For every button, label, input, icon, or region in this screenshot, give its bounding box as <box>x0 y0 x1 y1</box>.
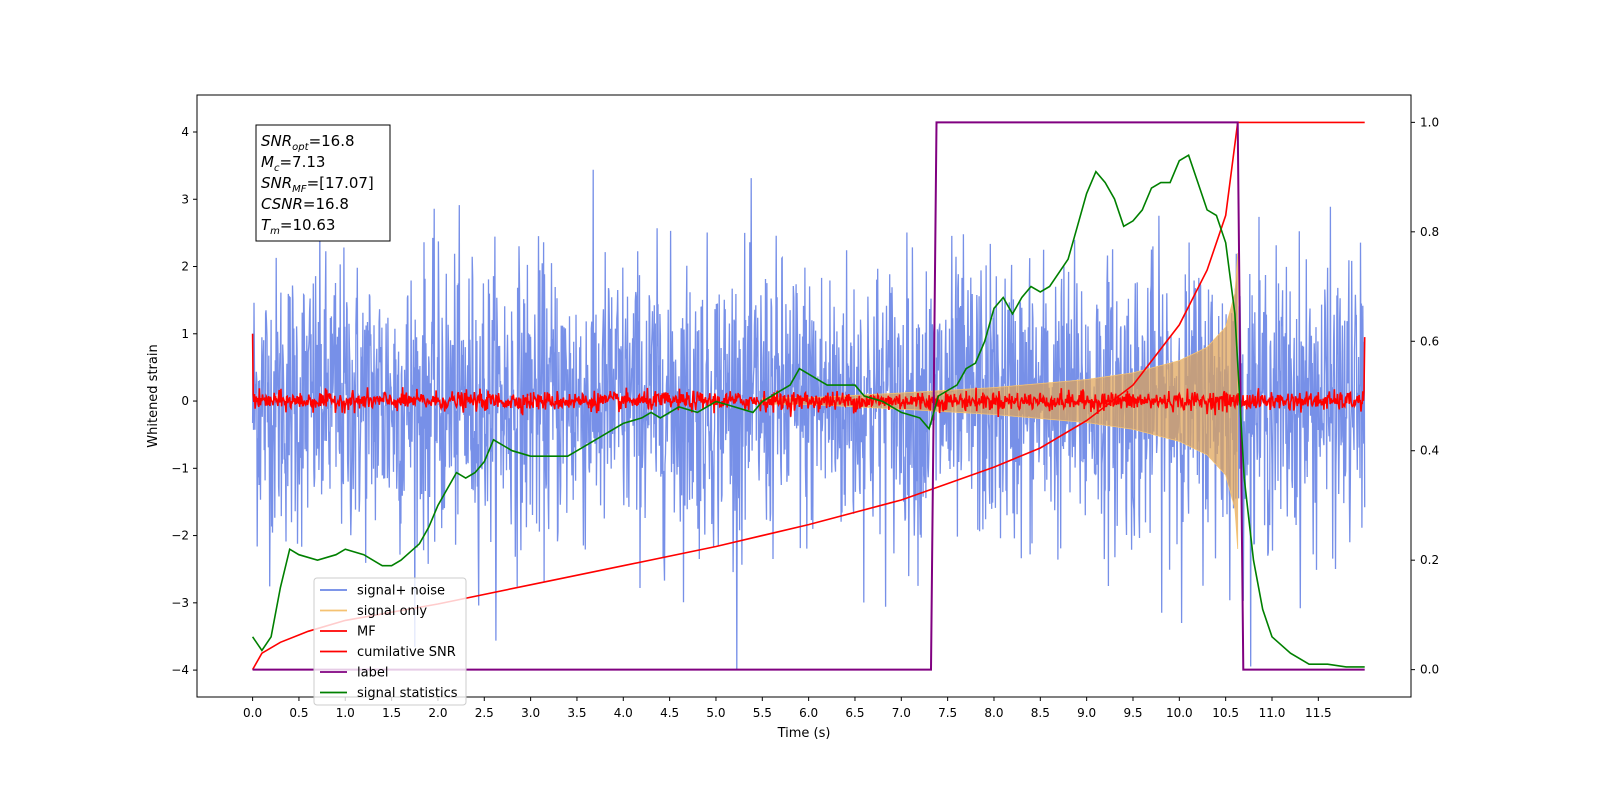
x-tick-label: 5.5 <box>753 706 772 720</box>
annotation-value: =[17.07] <box>307 174 374 192</box>
legend-entry: signal statistics <box>357 686 458 701</box>
y-tick-label: 3 <box>181 192 189 206</box>
legend-entry: cumilative SNR <box>357 645 456 660</box>
x-tick-label: 0.0 <box>243 706 262 720</box>
x-tick-label: 8.5 <box>1031 706 1050 720</box>
annotation-line: CSNR=16.8 <box>261 195 349 213</box>
x-tick-label: 6.5 <box>845 706 864 720</box>
x-tick-label: 3.0 <box>521 706 540 720</box>
x-tick-label: 2.5 <box>475 706 494 720</box>
x-tick-label: 9.0 <box>1077 706 1096 720</box>
x-tick-label: 11.0 <box>1259 706 1286 720</box>
x-tick-label: 10.5 <box>1212 706 1239 720</box>
x-axis-label: Time (s) <box>777 726 831 741</box>
legend-entry: label <box>357 666 388 681</box>
annotation-symbol: SNR <box>261 132 292 150</box>
annotation-line: SNRMF=[17.07] <box>261 174 374 195</box>
annotation-frame <box>255 124 391 242</box>
legend-entry: MF <box>357 625 376 640</box>
plot-frame <box>196 94 1412 698</box>
x-tick-label: 8.0 <box>984 706 1003 720</box>
x-tick-label: 7.0 <box>892 706 911 720</box>
annotation-box: SNRopt=16.8Mc=7.13SNRMF=[17.07]CSNR=16.8… <box>255 124 391 242</box>
y2-tick-label: 0.0 <box>1420 663 1439 677</box>
series-label <box>252 121 1365 671</box>
annotation-symbol: T <box>261 216 272 234</box>
y-tick-label: 4 <box>181 125 189 139</box>
x-tick-label: 3.5 <box>567 706 586 720</box>
y-axis-label: Whitened strain <box>146 344 161 447</box>
y2-tick-label: 0.6 <box>1420 334 1439 348</box>
y-tick-label: −2 <box>171 529 189 543</box>
annotation-value: =10.63 <box>280 216 336 234</box>
x-tick-label: 9.5 <box>1123 706 1142 720</box>
series-signal-plus-noise <box>251 169 1366 671</box>
y-tick-label: 1 <box>181 327 189 341</box>
series-signal-statistics <box>251 154 1365 668</box>
annotation-value: =16.8 <box>309 132 355 150</box>
legend: signal+ noise signal only MF cumilative SNR… <box>313 577 467 706</box>
y2-tick-label: 1.0 <box>1420 115 1439 129</box>
annotation-symbol: CSNR <box>261 195 303 213</box>
plot-layer <box>251 121 1366 671</box>
x-tick-label: 1.5 <box>382 706 401 720</box>
y-tick-label: 0 <box>181 394 189 408</box>
x-tick-label: 0.5 <box>289 706 308 720</box>
y2-tick-label: 0.2 <box>1420 553 1439 567</box>
annotation-line: SNRopt=16.8 <box>261 132 355 153</box>
legend-entry: signal+ noise <box>357 584 445 599</box>
annotation-value: =7.13 <box>279 153 325 171</box>
annotation-subscript: c <box>274 163 280 174</box>
legend-entry: signal only <box>357 604 427 619</box>
x-tick-label: 11.5 <box>1305 706 1332 720</box>
series-mf <box>251 333 1366 418</box>
x-tick-label: 10.0 <box>1166 706 1193 720</box>
x-tick-label: 1.0 <box>336 706 355 720</box>
y-tick-label: −4 <box>171 663 189 677</box>
annotation-line: Tm=10.63 <box>261 216 335 237</box>
y-tick-label: −1 <box>171 461 189 475</box>
y-tick-label: −3 <box>171 596 189 610</box>
x-tick-label: 6.0 <box>799 706 818 720</box>
y2-tick-label: 0.8 <box>1420 225 1439 239</box>
annotation-subscript: MF <box>292 184 307 195</box>
x-tick-label: 5.0 <box>706 706 725 720</box>
y2-tick-label: 0.4 <box>1420 444 1439 458</box>
annotation-value: =16.8 <box>303 195 349 213</box>
annotation-subscript: m <box>270 226 280 237</box>
axes-layer: 0.0 0.5 1.0 1.5 2.0 2.5 3.0 3.5 4.0 4.5 5.0 5.5 6.0 6… <box>146 94 1439 741</box>
x-tick-label: 4.0 <box>614 706 633 720</box>
annotation-line: Mc=7.13 <box>261 153 325 174</box>
annotation-symbol: M <box>261 153 274 171</box>
y-tick-label: 2 <box>181 260 189 274</box>
annotation-subscript: opt <box>292 142 309 153</box>
x-tick-label: 2.0 <box>428 706 447 720</box>
annotation-symbol: SNR <box>261 174 292 192</box>
x-tick-label: 4.5 <box>660 706 679 720</box>
x-tick-label: 7.5 <box>938 706 957 720</box>
legend-frame <box>313 577 467 706</box>
